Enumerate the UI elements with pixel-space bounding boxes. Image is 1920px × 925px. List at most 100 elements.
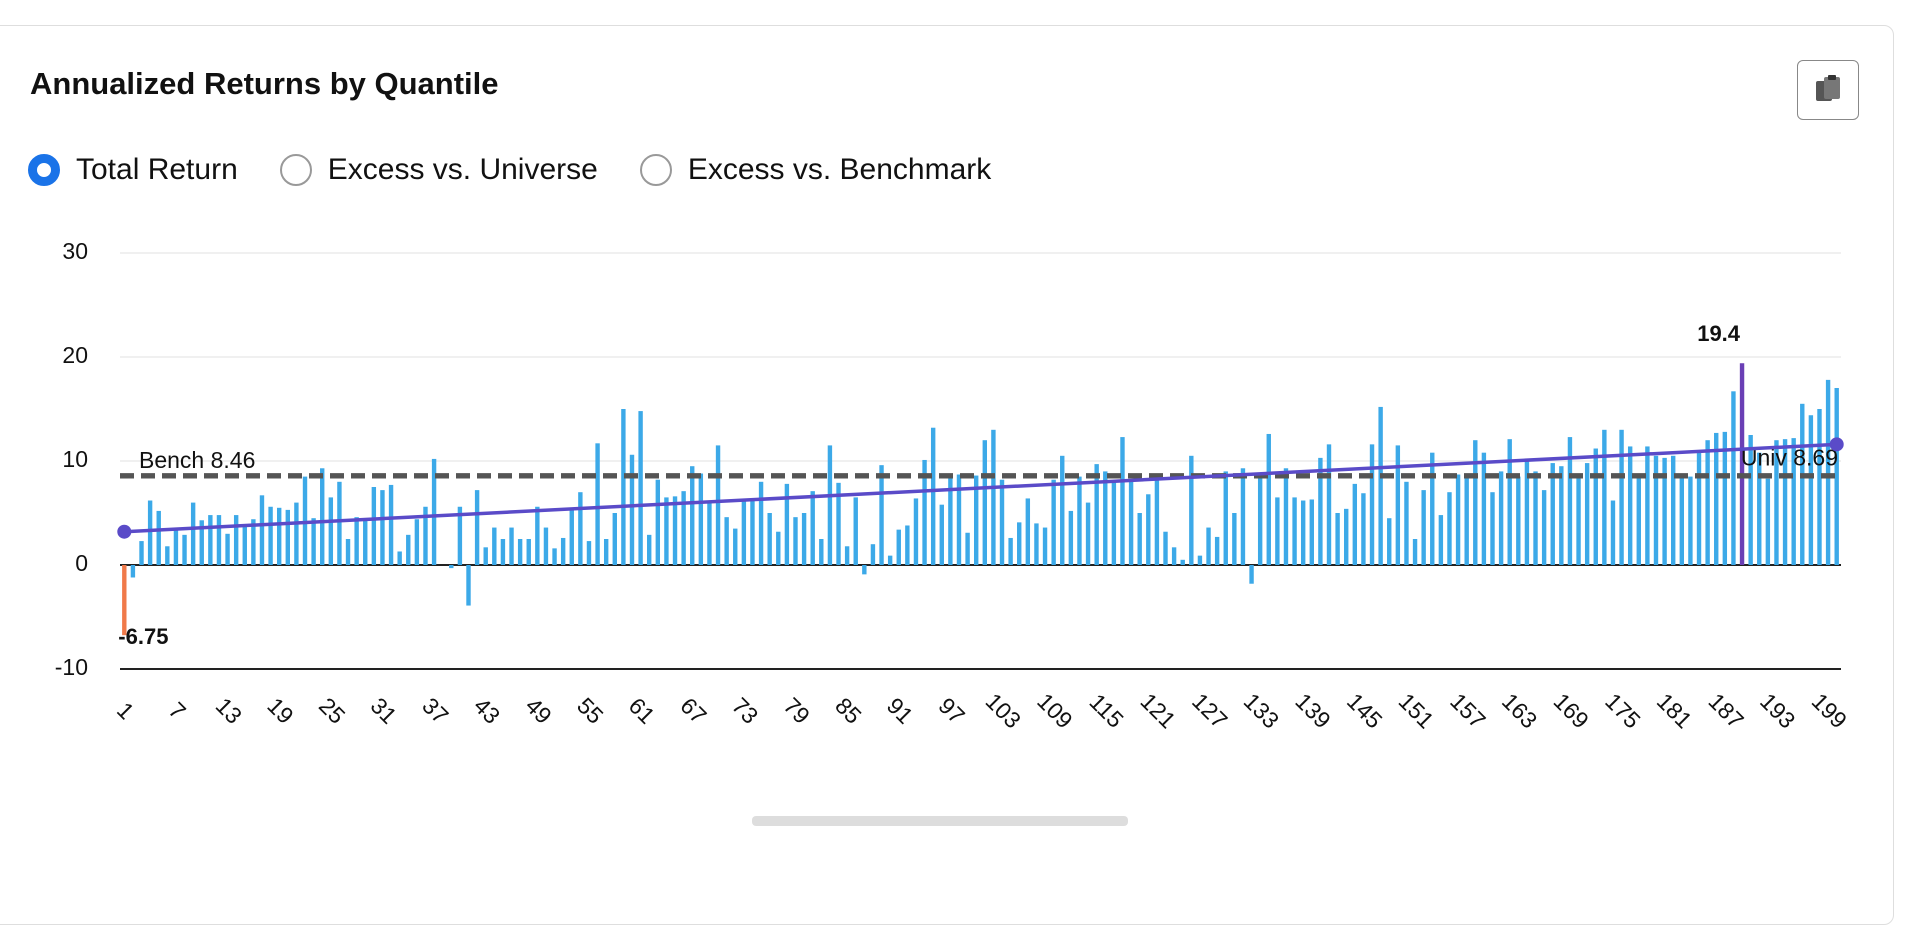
bar xyxy=(1189,455,1194,565)
bar xyxy=(517,539,523,565)
bar xyxy=(776,531,781,565)
radio-circle[interactable] xyxy=(639,154,672,186)
bar xyxy=(647,534,652,565)
trend-point xyxy=(1829,437,1844,452)
bar xyxy=(1094,464,1099,565)
bar xyxy=(457,506,463,565)
bar xyxy=(948,475,953,565)
bar xyxy=(1292,497,1297,565)
radio-label[interactable]: Excess vs. Universe xyxy=(327,153,598,186)
bar xyxy=(251,519,256,565)
bar xyxy=(1455,474,1461,565)
bar xyxy=(130,565,136,578)
bar xyxy=(1808,415,1814,565)
bar xyxy=(793,517,798,565)
bar xyxy=(1533,471,1538,565)
radio-label[interactable]: Total Return xyxy=(76,153,238,186)
bar xyxy=(1352,483,1358,565)
radio-option[interactable]: Excess vs. Benchmark xyxy=(639,153,992,187)
page: Annualized Returns by Quantile Total Ret… xyxy=(0,25,1894,925)
radio-label[interactable]: Excess vs. Benchmark xyxy=(687,153,992,186)
bar xyxy=(1120,437,1125,565)
bar xyxy=(1696,452,1702,565)
bar xyxy=(999,479,1005,565)
radio-circle[interactable] xyxy=(279,154,312,186)
y-tick-label: -10 xyxy=(55,654,88,680)
bar xyxy=(1481,452,1487,565)
bar xyxy=(784,483,790,565)
bar xyxy=(1146,494,1151,565)
x-tick-label: 127 xyxy=(1187,688,1233,734)
bar xyxy=(1344,508,1349,565)
x-tick-label: 121 xyxy=(1136,688,1182,734)
bar xyxy=(1111,481,1117,565)
bar xyxy=(1825,379,1831,565)
bar xyxy=(1017,522,1022,565)
bar xyxy=(1051,479,1056,565)
bar xyxy=(1688,476,1693,565)
bar xyxy=(1645,446,1650,565)
x-tick-label: 187 xyxy=(1703,688,1749,734)
bar xyxy=(1507,439,1512,565)
x-tick-label: 133 xyxy=(1239,688,1285,734)
bar xyxy=(887,555,893,565)
bar xyxy=(595,443,600,565)
x-tick-label: 1 xyxy=(112,697,139,724)
bar xyxy=(1817,409,1822,565)
y-tick-label: 10 xyxy=(62,446,88,472)
bar xyxy=(1722,431,1728,565)
bar xyxy=(500,539,506,565)
bar xyxy=(165,546,170,565)
x-tick-label: 97 xyxy=(934,692,970,728)
bar xyxy=(1800,403,1805,565)
bar xyxy=(1318,457,1323,565)
trend-point xyxy=(117,524,132,539)
x-tick-label: 19 xyxy=(262,692,298,728)
bar xyxy=(1791,438,1796,565)
bar xyxy=(122,565,127,636)
radio-circle[interactable] xyxy=(28,154,60,186)
bar xyxy=(1516,476,1521,565)
bar xyxy=(1602,429,1607,565)
radio-group: Total Return Excess vs. Universe Excess vs… xyxy=(28,153,991,187)
bar xyxy=(1748,435,1753,565)
bar xyxy=(1240,468,1246,565)
bar xyxy=(388,484,394,565)
radio-option[interactable]: Excess vs. Universe xyxy=(279,153,598,187)
bar xyxy=(259,495,265,565)
reference-label: Bench 8.46 xyxy=(139,447,255,473)
bar xyxy=(836,482,841,565)
x-tick-label: 85 xyxy=(830,692,866,728)
bar xyxy=(586,541,592,565)
bar xyxy=(1662,457,1667,565)
bar xyxy=(1154,476,1160,565)
bar xyxy=(294,502,299,565)
bar xyxy=(638,411,643,565)
bar xyxy=(1593,448,1598,565)
bar xyxy=(1077,476,1082,565)
bar xyxy=(139,541,144,565)
bar xyxy=(552,548,557,565)
bar xyxy=(1636,476,1641,565)
bar xyxy=(569,508,574,565)
bar xyxy=(199,520,204,565)
bar xyxy=(1731,391,1736,565)
bar xyxy=(1567,437,1573,565)
x-tick-label: 61 xyxy=(624,692,660,728)
bar xyxy=(750,499,755,565)
bar xyxy=(380,490,385,565)
bar xyxy=(423,506,428,565)
bar xyxy=(1266,433,1271,565)
copy-button[interactable] xyxy=(1797,60,1859,120)
bar xyxy=(1447,492,1452,565)
bar xyxy=(268,506,273,565)
bar xyxy=(1068,510,1074,565)
bar xyxy=(526,539,531,565)
bar xyxy=(1498,471,1504,565)
bar xyxy=(1550,463,1555,565)
scrollbar[interactable] xyxy=(752,816,1128,826)
bar xyxy=(1214,536,1220,565)
bar xyxy=(242,526,247,565)
radio-option[interactable]: Total Return xyxy=(28,153,238,187)
x-tick-label: 43 xyxy=(469,692,505,728)
